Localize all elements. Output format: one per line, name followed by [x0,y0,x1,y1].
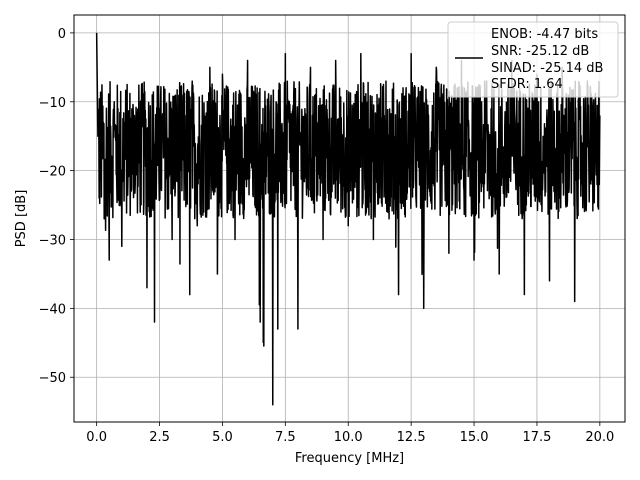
y-tick-label: −30 [39,234,66,249]
legend-sinad: SINAD: -25.14 dB [491,61,603,76]
y-tick-label: −40 [39,302,66,317]
legend-enob: ENOB: -4.47 bits [491,27,598,42]
ticks: 0.0 2.5 5.0 7.5 10.0 12.5 15.0 17.5 20.0 0 −10 −20 −… [39,27,615,445]
x-tick-label: 10.0 [334,430,363,445]
legend-sfdr: SFDR: 1.64 [491,77,563,92]
y-tick-label: −10 [39,96,66,111]
legend-snr: SNR: -25.12 dB [491,44,589,59]
y-axis-label: PSD [dB] [14,190,29,248]
x-tick-label: 20.0 [585,430,614,445]
x-tick-label: 12.5 [397,430,426,445]
x-tick-label: 0.0 [86,430,107,445]
y-tick-label: 0 [58,27,66,42]
x-tick-label: 5.0 [212,430,233,445]
legend-box [447,21,619,98]
series-layer [95,32,601,406]
y-tick-label: −20 [39,165,66,180]
psd-series-line [95,32,601,406]
y-tick-label: −50 [39,371,66,386]
x-axis-label: Frequency [MHz] [295,451,404,466]
legend: ENOB: -4.47 bits SNR: -25.12 dB SINAD: -… [447,21,619,98]
x-tick-label: 2.5 [149,430,170,445]
x-tick-label: 15.0 [460,430,489,445]
x-tick-label: 7.5 [275,430,296,445]
plot-area-frame [73,14,626,423]
x-tick-label: 17.5 [522,430,551,445]
